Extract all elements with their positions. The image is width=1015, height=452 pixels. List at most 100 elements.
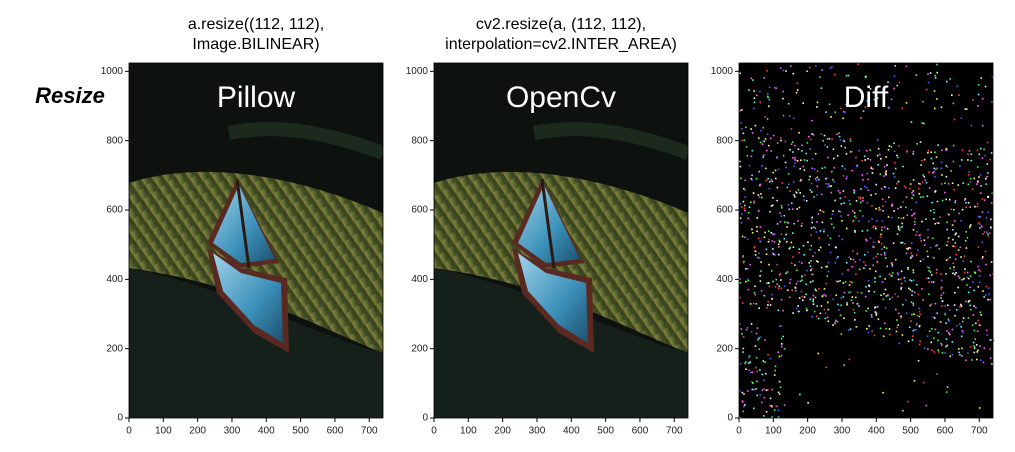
diff-pixel [936,167,939,170]
diff-pixel [912,269,915,272]
diff-pixel [780,287,783,290]
diff-pixel [798,206,801,209]
diff-pixel [929,271,932,273]
image [129,63,383,418]
diff-pixel [988,293,990,295]
diff-pixel [853,189,856,192]
diff-pixel [984,85,987,88]
diff-pixel [811,221,814,224]
diff-pixel [891,262,893,264]
diff-pixel [887,106,890,109]
diff-pixel [989,338,992,341]
diff-pixel [897,278,900,281]
diff-pixel [764,231,766,234]
diff-pixel [914,223,916,226]
diff-pixel [974,272,977,274]
diff-pixel [961,320,964,323]
diff-pixel [958,277,961,279]
diff-pixel [872,168,874,170]
diff-pixel [769,180,771,183]
diff-pixel [934,222,937,225]
diff-pixel [747,390,749,392]
diff-pixel [786,186,789,189]
diff-pixel [859,198,861,200]
y-tick-label: 600 [106,205,123,216]
diff-pixel [855,326,858,328]
diff-pixel [980,314,982,316]
diff-pixel [781,206,783,209]
diff-pixel [777,351,780,354]
diff-pixel [803,254,806,256]
diff-pixel [954,242,957,244]
diff-pixel [794,287,797,290]
diff-pixel [935,272,938,274]
diff-pixel [748,206,751,209]
x-tick-label: 0 [126,426,132,437]
diff-pixel [759,101,761,104]
diff-pixel [948,213,950,216]
diff-pixel [860,117,862,119]
diff-pixel [900,286,903,289]
diff-pixel [889,298,891,300]
diff-pixel [855,296,857,299]
diff-pixel [961,208,964,211]
diff-pixel [752,382,754,384]
diff-pixel [819,209,822,212]
diff-pixel [759,184,761,187]
diff-pixel [801,275,803,277]
diff-pixel [742,410,745,413]
diff-pixel [858,220,860,222]
diff-pixel [772,197,774,199]
diff-pixel [969,177,972,180]
diff-pixel [749,371,752,374]
diff-pixel [959,305,961,308]
diff-pixel [969,181,972,183]
diff-pixel [984,294,987,296]
diff-pixel [866,172,868,175]
diff-pixel [849,291,852,293]
slide-label: Resize [35,83,105,108]
diff-pixel [819,76,821,78]
diff-pixel [905,196,908,198]
diff-pixel [791,208,794,210]
diff-pixel [898,342,901,345]
diff-pixel [985,183,987,185]
diff-pixel [905,312,908,315]
diff-pixel [775,87,778,89]
diff-pixel [905,186,907,189]
diff-pixel [864,295,867,298]
diff-pixel [754,293,757,296]
diff-pixel [952,102,955,105]
diff-pixel [831,223,833,225]
diff-pixel [898,229,901,231]
diff-pixel [911,290,914,293]
diff-pixel [793,156,796,159]
diff-pixel [969,308,972,311]
diff-pixel [767,304,769,306]
diff-pixel [905,65,908,68]
diff-pixel [917,293,920,296]
diff-pixel [837,303,839,306]
diff-pixel [946,228,948,231]
diff-pixel [849,140,852,142]
diff-pixel [871,205,873,207]
diff-pixel [931,201,933,204]
diff-pixel [900,241,902,244]
diff-pixel [874,270,877,273]
diff-pixel [927,81,930,84]
diff-pixel [889,333,891,336]
diff-pixel [770,405,773,407]
diff-pixel [832,226,835,229]
diff-pixel [965,108,968,110]
diff-pixel [767,92,769,95]
diff-pixel [928,277,930,280]
diff-pixel [753,246,756,249]
diff-pixel [768,263,770,266]
y-tick-label: 200 [716,343,733,354]
diff-pixel [840,297,843,299]
diff-pixel [771,293,773,296]
diff-pixel [837,190,840,192]
diff-pixel [810,234,812,236]
diff-pixel [769,405,771,407]
diff-pixel [913,291,916,294]
